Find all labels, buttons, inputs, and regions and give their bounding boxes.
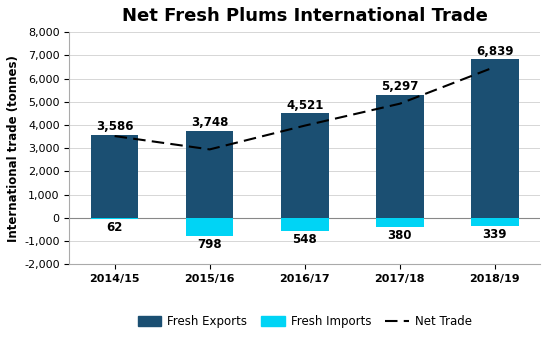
Line: Net Trade: Net Trade xyxy=(115,67,495,149)
Bar xyxy=(471,59,519,218)
Text: 3,748: 3,748 xyxy=(191,117,229,129)
Bar xyxy=(281,113,329,218)
Text: 4,521: 4,521 xyxy=(286,99,323,112)
Bar xyxy=(281,218,329,231)
Text: 5,297: 5,297 xyxy=(381,80,418,94)
Bar xyxy=(91,135,138,218)
Y-axis label: International trade (tonnes): International trade (tonnes) xyxy=(7,55,20,242)
Bar xyxy=(376,218,423,227)
Net Trade xyxy=(206,147,213,152)
Bar xyxy=(186,131,234,218)
Net Trade xyxy=(397,102,403,106)
Text: 339: 339 xyxy=(482,228,507,241)
Net Trade xyxy=(492,65,498,69)
Text: 62: 62 xyxy=(107,221,123,234)
Title: Net Fresh Plums International Trade: Net Fresh Plums International Trade xyxy=(122,7,488,25)
Text: 798: 798 xyxy=(197,238,222,251)
Bar xyxy=(376,95,423,218)
Bar xyxy=(91,218,138,219)
Net Trade xyxy=(112,134,118,138)
Bar xyxy=(186,218,234,237)
Text: 548: 548 xyxy=(293,233,317,245)
Text: 380: 380 xyxy=(388,228,412,242)
Net Trade xyxy=(301,124,308,128)
Text: 6,839: 6,839 xyxy=(476,45,514,58)
Legend: Fresh Exports, Fresh Imports, Net Trade: Fresh Exports, Fresh Imports, Net Trade xyxy=(133,311,476,333)
Text: 3,586: 3,586 xyxy=(96,120,133,133)
Bar xyxy=(471,218,519,226)
